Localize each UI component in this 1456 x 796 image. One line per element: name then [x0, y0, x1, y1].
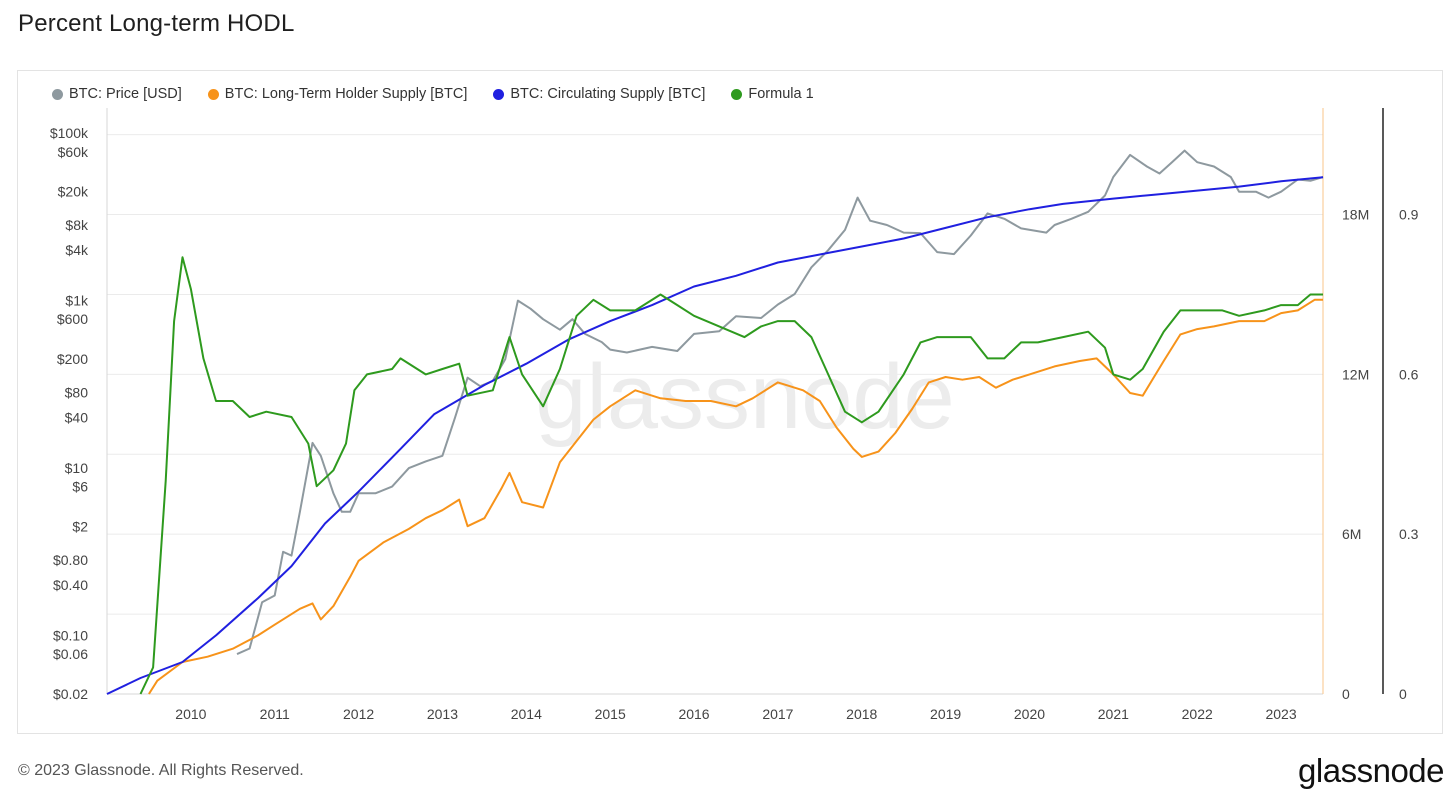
price-tick-label: $0.80: [53, 552, 88, 568]
x-tick-label: 2011: [260, 706, 290, 722]
supply-tick-label: 12M: [1342, 366, 1369, 382]
legend-label-price: BTC: Price [USD]: [69, 86, 182, 102]
legend-label-lth-supply: BTC: Long-Term Holder Supply [BTC]: [224, 86, 468, 102]
price-tick-label: $40: [65, 410, 89, 426]
price-tick-label: $0.10: [53, 627, 88, 643]
x-tick-label: 2012: [343, 706, 374, 722]
supply-tick-label: 6M: [1342, 526, 1361, 542]
price-tick-label: $4k: [65, 242, 89, 258]
ratio-tick-label: 0.9: [1399, 207, 1419, 223]
x-tick-label: 2017: [762, 706, 793, 722]
x-tick-label: 2022: [1182, 706, 1213, 722]
x-tick-label: 2020: [1014, 706, 1045, 722]
legend-label-formula-1: Formula 1: [748, 86, 814, 102]
price-tick-label: $0.02: [53, 686, 88, 702]
series-line-lth-supply: [148, 298, 1323, 695]
chart-card: [17, 70, 1443, 734]
ratio-tick-label: 0.6: [1399, 366, 1419, 382]
price-tick-label: $600: [57, 311, 88, 327]
legend-marker-circulating-supply: [493, 88, 505, 100]
ratio-tick-label: 0.3: [1399, 526, 1419, 542]
glassnode-logo[interactable]: glassnode: [1298, 752, 1444, 789]
series-line-circulating-supply: [106, 176, 1324, 695]
ratio-tick-label: 0: [1399, 686, 1407, 702]
price-tick-label: $8k: [65, 217, 89, 233]
series-line-price: [236, 149, 1324, 656]
legend-marker-price: [52, 88, 63, 100]
legend-marker-formula-1: [731, 88, 743, 100]
x-tick-label: 2021: [1098, 706, 1129, 722]
legend-item-lth-supply[interactable]: BTC: Long-Term Holder Supply [BTC]: [207, 86, 468, 102]
supply-tick-label: 0: [1342, 686, 1350, 702]
legend-marker-lth-supply: [207, 88, 219, 100]
series-line-formula-1: [139, 256, 1323, 695]
x-tick-label: 2013: [427, 706, 458, 722]
legend-item-circulating-supply[interactable]: BTC: Circulating Supply [BTC]: [493, 86, 705, 102]
watermark-text: glassnode: [535, 346, 954, 448]
price-tick-label: $2: [72, 519, 88, 535]
x-tick-label: 2018: [846, 706, 877, 722]
legend-item-price[interactable]: BTC: Price [USD]: [52, 86, 182, 102]
chart-legend: BTC: Price [USD] BTC: Long-Term Holder S…: [52, 86, 814, 102]
price-tick-label: $0.06: [53, 646, 88, 662]
supply-tick-label: 18M: [1342, 207, 1369, 223]
legend-item-formula-1[interactable]: Formula 1: [731, 86, 814, 102]
price-tick-label: $100k: [50, 125, 89, 141]
footer-copyright: © 2023 Glassnode. All Rights Reserved.: [18, 762, 304, 779]
x-tick-label: 2019: [930, 706, 961, 722]
price-tick-label: $60k: [58, 144, 89, 160]
legend-label-circulating-supply: BTC: Circulating Supply [BTC]: [510, 86, 706, 102]
price-tick-label: $10: [65, 460, 89, 476]
x-tick-label: 2010: [175, 706, 206, 722]
price-tick-label: $1k: [65, 293, 89, 309]
x-tick-label: 2023: [1265, 706, 1296, 722]
x-tick-label: 2016: [678, 706, 709, 722]
price-tick-label: $20k: [58, 184, 89, 200]
x-tick-label: 2015: [595, 706, 626, 722]
price-tick-label: $200: [57, 351, 88, 367]
page-title: Percent Long-term HODL: [18, 10, 295, 37]
price-tick-label: $0.40: [53, 577, 88, 593]
x-tick-label: 2014: [511, 706, 542, 722]
price-tick-label: $6: [72, 479, 88, 495]
price-tick-label: $80: [65, 384, 89, 400]
